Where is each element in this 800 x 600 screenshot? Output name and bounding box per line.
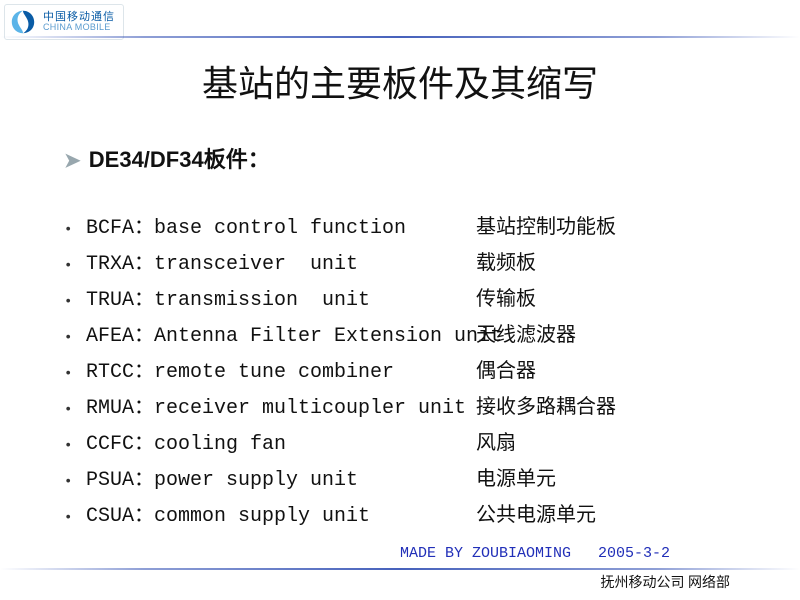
item-english: PSUA：power supply unit [86,464,476,498]
list-item: •PSUA：power supply unit电源单元 [64,462,744,498]
subheading: ➤ DE34/DF34板件： [64,142,270,174]
bullet-icon: • [64,327,86,351]
list-item: •AFEA：Antenna Filter Extension unit天线滤波器 [64,318,744,354]
author-date: 2005-3-2 [598,545,670,562]
item-chinese: 电源单元 [476,462,556,496]
footer-divider [0,568,800,570]
bullet-icon: • [64,255,86,279]
footer-author: MADE BY ZOUBIAOMING 2005-3-2 [400,545,670,562]
bullet-icon: • [64,471,86,495]
item-english: AFEA：Antenna Filter Extension unit [86,320,476,354]
item-chinese: 接收多路耦合器 [476,390,616,424]
item-chinese: 载频板 [476,246,536,280]
board-list: •BCFA：base control function基站控制功能板•TRXA：… [64,210,744,534]
item-english: RMUA：receiver multicoupler unit [86,392,476,426]
list-item: •TRXA：transceiver unit载频板 [64,246,744,282]
item-english: BCFA：base control function [86,212,476,246]
list-item: •CSUA：common supply unit公共电源单元 [64,498,744,534]
arrow-icon: ➤ [64,150,81,172]
item-chinese: 公共电源单元 [476,498,596,532]
china-mobile-icon [9,8,37,36]
slide-title: 基站的主要板件及其缩写 [0,55,800,107]
author-name: MADE BY ZOUBIAOMING [400,545,571,562]
list-item: •RTCC：remote tune combiner偶合器 [64,354,744,390]
header-divider [0,36,800,38]
slide-header: 中国移动通信 CHINA MOBILE [0,0,800,50]
item-chinese: 传输板 [476,282,536,316]
item-chinese: 风扇 [476,426,516,460]
bullet-icon: • [64,291,86,315]
list-item: •TRUA：transmission unit传输板 [64,282,744,318]
item-chinese: 基站控制功能板 [476,210,616,244]
bullet-icon: • [64,219,86,243]
bullet-icon: • [64,399,86,423]
bullet-icon: • [64,363,86,387]
list-item: •BCFA：base control function基站控制功能板 [64,210,744,246]
logo-text: 中国移动通信 CHINA MOBILE [43,11,115,33]
logo-en: CHINA MOBILE [43,23,115,33]
list-item: •CCFC：cooling fan风扇 [64,426,744,462]
bullet-icon: • [64,435,86,459]
item-english: CSUA：common supply unit [86,500,476,534]
item-english: TRUA：transmission unit [86,284,476,318]
item-english: TRXA：transceiver unit [86,248,476,282]
list-item: •RMUA：receiver multicoupler unit接收多路耦合器 [64,390,744,426]
logo: 中国移动通信 CHINA MOBILE [4,4,124,40]
bullet-icon: • [64,507,86,531]
item-chinese: 偶合器 [476,354,536,388]
item-chinese: 天线滤波器 [476,318,576,352]
item-english: RTCC：remote tune combiner [86,356,476,390]
item-english: CCFC：cooling fan [86,428,476,462]
footer-org: 抚州移动公司 网络部 [601,572,731,592]
subheading-text: DE34/DF34板件： [89,147,270,172]
